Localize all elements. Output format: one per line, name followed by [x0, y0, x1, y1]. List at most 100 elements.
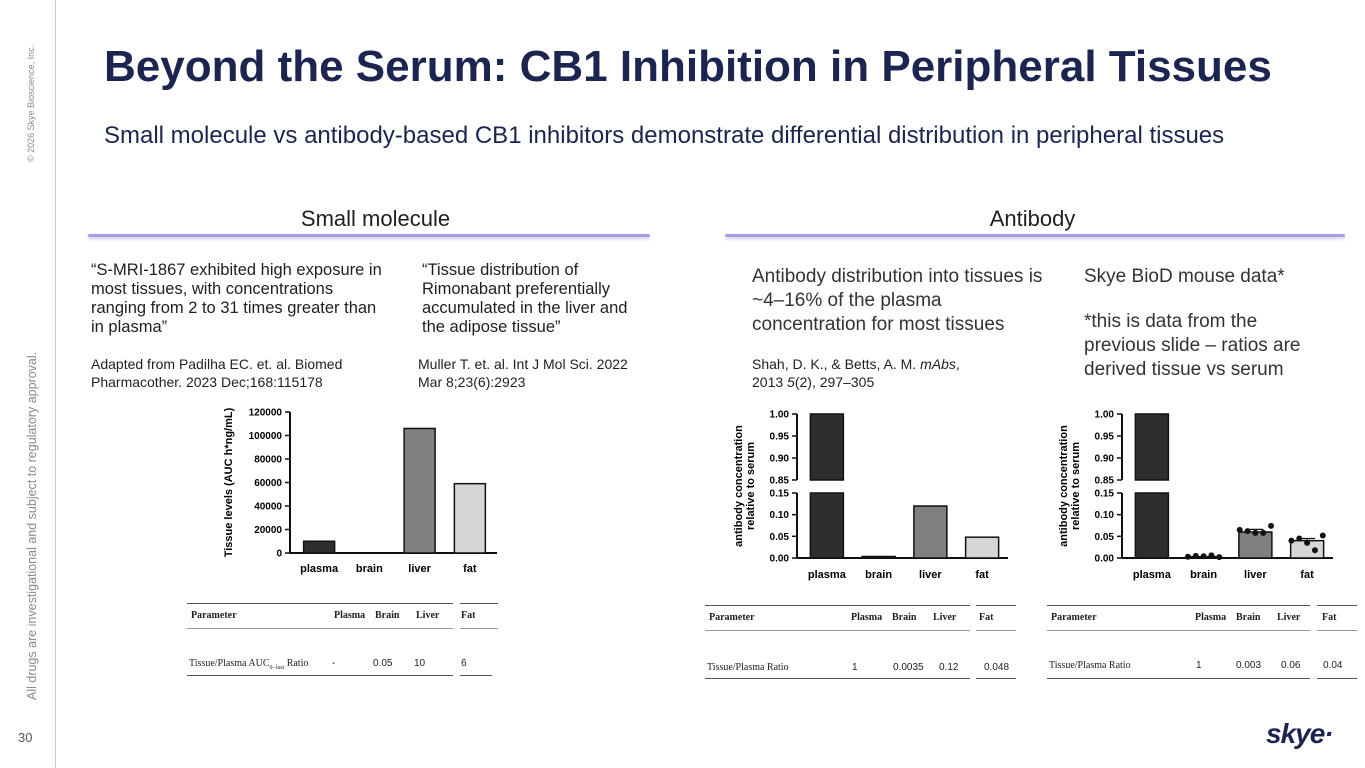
margin-divider — [55, 0, 56, 768]
table-cell-fat: 0.048 — [984, 662, 1010, 673]
data-point-brain — [1208, 552, 1215, 559]
citation-shah: Shah, D. K., & Betts, A. M. mAbs, 2013 5… — [752, 355, 1032, 391]
table-row-label: Tissue/Plasma Ratio — [1049, 660, 1131, 671]
y-axis-label-line1: antibody concentration — [733, 425, 745, 547]
y-tick-label: 0.15 — [770, 489, 790, 500]
small-molecule-underline — [88, 234, 650, 237]
x-tick-label-fat: fat — [1300, 569, 1314, 581]
chart-small-molecule-tissue-levels: 0 20000 40000 60000 80000 100000 120000 plasma b… — [223, 407, 497, 575]
y-tick-label: 0.05 — [1095, 532, 1115, 543]
y-tick-label: 80000 — [254, 455, 282, 466]
y-tick-label: 0.85 — [1095, 476, 1115, 487]
table-header-liver: Liver — [416, 610, 440, 621]
table-header-fat: Fat — [461, 610, 476, 621]
y-tick-label: 0.05 — [770, 532, 790, 543]
data-point-liver — [1260, 529, 1267, 536]
table-row-label-sub: 0−last — [269, 665, 285, 671]
bar-fat — [453, 482, 487, 554]
y-tick-label: 0.10 — [1095, 510, 1115, 521]
y-axis-label-line2: relative to serum — [745, 442, 757, 530]
page-number: 30 — [18, 730, 33, 745]
copyright-text: © 2026 Skye Bioscience, Inc. — [26, 44, 36, 162]
table-row-label-suffix: Ratio — [284, 658, 309, 669]
citation-padilha: Adapted from Padilha EC. et. al. Biomed … — [91, 356, 343, 390]
table-row-label: Tissue/Plasma AUC0−last Ratio — [189, 658, 308, 671]
table-skye-biod: Parameter Plasma Brain Liver Fat Tissue/… — [1047, 602, 1362, 682]
table-header-liver: Liver — [933, 612, 957, 623]
x-tick-label-plasma: plasma — [300, 563, 339, 575]
x-tick-label-plasma: plasma — [1133, 569, 1172, 581]
table-cell-fat: 0.04 — [1323, 660, 1343, 671]
bar-plasma — [1134, 492, 1170, 559]
x-tick-label-fat: fat — [975, 569, 989, 581]
skye-mouse-data-note: *this is data from the previous slide – … — [1084, 311, 1301, 380]
bar-liver — [913, 505, 948, 559]
y-tick-label: 0.90 — [770, 454, 790, 465]
data-point-fat — [1304, 539, 1311, 546]
data-point-fat — [1311, 547, 1318, 554]
table-header-liver: Liver — [1277, 612, 1301, 623]
table-header-plasma: Plasma — [334, 610, 366, 621]
x-tick-label-liver: liver — [408, 563, 431, 575]
table-header-parameter: Parameter — [1051, 612, 1097, 623]
bar-fat — [964, 536, 1000, 559]
skye-mouse-data-label: Skye BioD mouse data* — [1084, 266, 1285, 287]
citation-shah-volume: 5 — [787, 374, 795, 390]
bar-plasma — [302, 540, 336, 554]
y-tick-label: 0.95 — [770, 432, 790, 443]
antibody-header: Antibody — [989, 206, 1076, 231]
table-header-parameter: Parameter — [709, 612, 755, 623]
quote-s-mri-1867: “S-MRI-1867 exhibited high exposure in m… — [91, 261, 382, 336]
data-point-brain — [1184, 553, 1191, 560]
table-header-fat: Fat — [1322, 612, 1337, 623]
table-header-plasma: Plasma — [1195, 612, 1227, 623]
data-point-liver — [1268, 522, 1275, 529]
x-tick-label-brain: brain — [865, 569, 892, 581]
bar-plasma — [809, 492, 845, 559]
table-cell-liver: 0.12 — [939, 662, 959, 673]
x-tick-label-fat: fat — [463, 563, 477, 575]
table-cell-fat: 6 — [461, 658, 467, 669]
data-point-brain — [1200, 553, 1207, 560]
citation-shah-year: 2013 — [752, 374, 788, 390]
table-row-label: Tissue/Plasma Ratio — [707, 662, 789, 673]
y-tick-label: 0.85 — [770, 476, 790, 487]
table-cell-brain: 0.05 — [373, 658, 393, 669]
y-tick-label: 40000 — [254, 502, 282, 513]
table-cell-plasma: 1 — [852, 662, 858, 673]
y-tick-label: 0.00 — [1095, 554, 1115, 565]
citation-shah-comma: , — [955, 356, 960, 372]
data-point-liver — [1252, 529, 1259, 536]
x-tick-label-liver: liver — [1244, 569, 1267, 581]
slide-subtitle: Small molecule vs antibody-based CB1 inh… — [104, 122, 1225, 149]
bar-plasma-upper — [809, 413, 845, 481]
chart-antibody-literature: 0.85 0.90 0.95 1.00 0.00 0.05 0.10 0.15 plasma br… — [733, 410, 1008, 581]
table-cell-brain: 0.0035 — [893, 662, 924, 673]
small-molecule-header: Small molecule — [300, 206, 451, 231]
y-tick-label: 120000 — [249, 408, 283, 419]
table-header-brain: Brain — [375, 610, 400, 621]
x-tick-label-liver: liver — [919, 569, 942, 581]
y-tick-label: 0.10 — [770, 510, 790, 521]
table-header-brain: Brain — [892, 612, 917, 623]
y-tick-label: 0 — [276, 549, 282, 560]
x-tick-label-brain: brain — [1190, 569, 1217, 581]
y-tick-label: 60000 — [254, 478, 282, 489]
table-row-label-text: Tissue/Plasma AUC — [189, 658, 270, 669]
data-point-fat — [1319, 532, 1326, 539]
table-cell-plasma: - — [332, 658, 336, 669]
bar-brain — [861, 555, 896, 559]
x-tick-label-plasma: plasma — [808, 569, 847, 581]
data-point-fat — [1296, 535, 1303, 542]
bar-plasma-upper — [1134, 413, 1170, 481]
quote-rimonabant: “Tissue distribution of Rimonabant prefe… — [422, 261, 628, 336]
y-tick-label: 100000 — [249, 431, 283, 442]
y-tick-label: 1.00 — [1095, 410, 1115, 421]
citation-shah-journal: mAbs — [920, 356, 956, 372]
table-header-parameter: Parameter — [191, 610, 237, 621]
y-tick-label: 0.00 — [770, 554, 790, 565]
table-cell-plasma: 1 — [1196, 660, 1202, 671]
table-header-fat: Fat — [979, 612, 994, 623]
y-tick-label: 1.00 — [770, 410, 790, 421]
x-tick-label-brain: brain — [356, 563, 383, 575]
